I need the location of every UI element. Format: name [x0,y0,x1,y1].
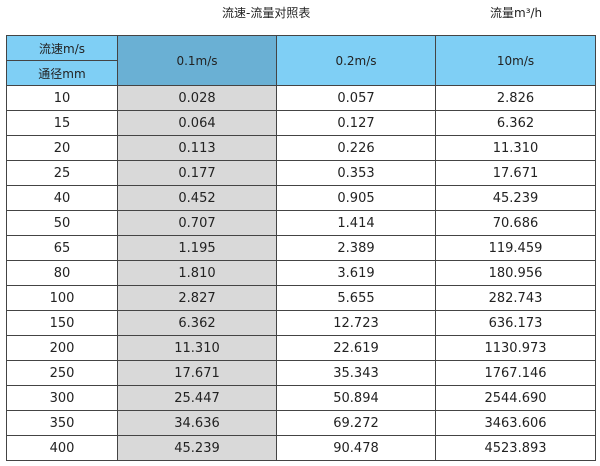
flow-cell: 17.671 [117,360,277,386]
table-title: 流速-流量对照表 [222,6,311,20]
flow-cell: 34.636 [117,410,277,436]
diameter-cell: 25 [6,160,118,186]
table-row: 350 34.636 69.272 3463.606 [6,410,596,436]
flow-cell: 0.113 [117,135,277,161]
flow-cell: 22.619 [276,335,436,361]
flow-cell: 50.894 [276,385,436,411]
diameter-cell: 50 [6,210,118,236]
flow-cell: 12.723 [276,310,436,336]
flow-cell: 2.389 [276,235,436,261]
flow-cell: 35.343 [276,360,436,386]
table-row: 25 0.177 0.353 17.671 [6,160,596,186]
flow-cell: 6.362 [117,310,277,336]
flow-cell: 2.827 [117,285,277,311]
flow-cell: 69.272 [276,410,436,436]
diameter-cell: 40 [6,185,118,211]
table-row: 65 1.195 2.389 119.459 [6,235,596,261]
diameter-cell: 200 [6,335,118,361]
table-row: 50 0.707 1.414 70.686 [6,210,596,236]
flow-cell: 636.173 [435,310,596,336]
flow-cell: 25.447 [117,385,277,411]
flow-cell: 0.028 [117,85,277,111]
diameter-cell: 20 [6,135,118,161]
flow-cell: 70.686 [435,210,596,236]
table-row: 300 25.447 50.894 2544.690 [6,385,596,411]
header-col-10: 10m/s [435,35,596,86]
diameter-cell: 10 [6,85,118,111]
table-row: 250 17.671 35.343 1767.146 [6,360,596,386]
table-row: 20 0.113 0.226 11.310 [6,135,596,161]
flow-cell: 0.353 [276,160,436,186]
flow-cell: 180.956 [435,260,596,286]
flow-cell: 3463.606 [435,410,596,436]
flow-rate-table: 流速m/s 0.1m/s 0.2m/s 10m/s 通径mm 10 0.028 0.… [6,35,596,461]
table-row: 400 45.239 90.478 4523.893 [6,435,596,461]
flow-cell: 0.127 [276,110,436,136]
flow-cell: 4523.893 [435,435,596,461]
flow-cell: 45.239 [435,185,596,211]
table-row: 150 6.362 12.723 636.173 [6,310,596,336]
flow-cell: 45.239 [117,435,277,461]
diameter-cell: 400 [6,435,118,461]
flow-cell: 0.707 [117,210,277,236]
flow-cell: 0.064 [117,110,277,136]
diameter-cell: 350 [6,410,118,436]
flow-cell: 11.310 [117,335,277,361]
diameter-cell: 100 [6,285,118,311]
diameter-cell: 65 [6,235,118,261]
diameter-cell: 300 [6,385,118,411]
flow-cell: 3.619 [276,260,436,286]
table-row: 80 1.810 3.619 180.956 [6,260,596,286]
table-row: 15 0.064 0.127 6.362 [6,110,596,136]
flow-cell: 17.671 [435,160,596,186]
diameter-cell: 250 [6,360,118,386]
table-row: 40 0.452 0.905 45.239 [6,185,596,211]
flow-cell: 2544.690 [435,385,596,411]
unit-label: 流量m³/h [490,6,543,20]
flow-cell: 1130.973 [435,335,596,361]
flow-cell: 5.655 [276,285,436,311]
table-row: 200 11.310 22.619 1130.973 [6,335,596,361]
flow-cell: 1767.146 [435,360,596,386]
table-row: 10 0.028 0.057 2.826 [6,85,596,111]
flow-cell: 90.478 [276,435,436,461]
flow-cell: 0.452 [117,185,277,211]
header-col-0.2: 0.2m/s [276,35,436,86]
diameter-cell: 80 [6,260,118,286]
diameter-cell: 150 [6,310,118,336]
flow-cell: 1.195 [117,235,277,261]
header-diameter: 通径mm [6,60,118,86]
diameter-cell: 15 [6,110,118,136]
flow-cell: 0.057 [276,85,436,111]
flow-cell: 6.362 [435,110,596,136]
flow-cell: 0.905 [276,185,436,211]
flow-cell: 11.310 [435,135,596,161]
flow-cell: 0.177 [117,160,277,186]
flow-cell: 1.810 [117,260,277,286]
header-velocity: 流速m/s [6,35,118,61]
flow-cell: 2.826 [435,85,596,111]
header-col-0.1: 0.1m/s [117,35,277,86]
flow-cell: 282.743 [435,285,596,311]
flow-cell: 119.459 [435,235,596,261]
flow-cell: 1.414 [276,210,436,236]
table-row: 100 2.827 5.655 282.743 [6,285,596,311]
flow-cell: 0.226 [276,135,436,161]
